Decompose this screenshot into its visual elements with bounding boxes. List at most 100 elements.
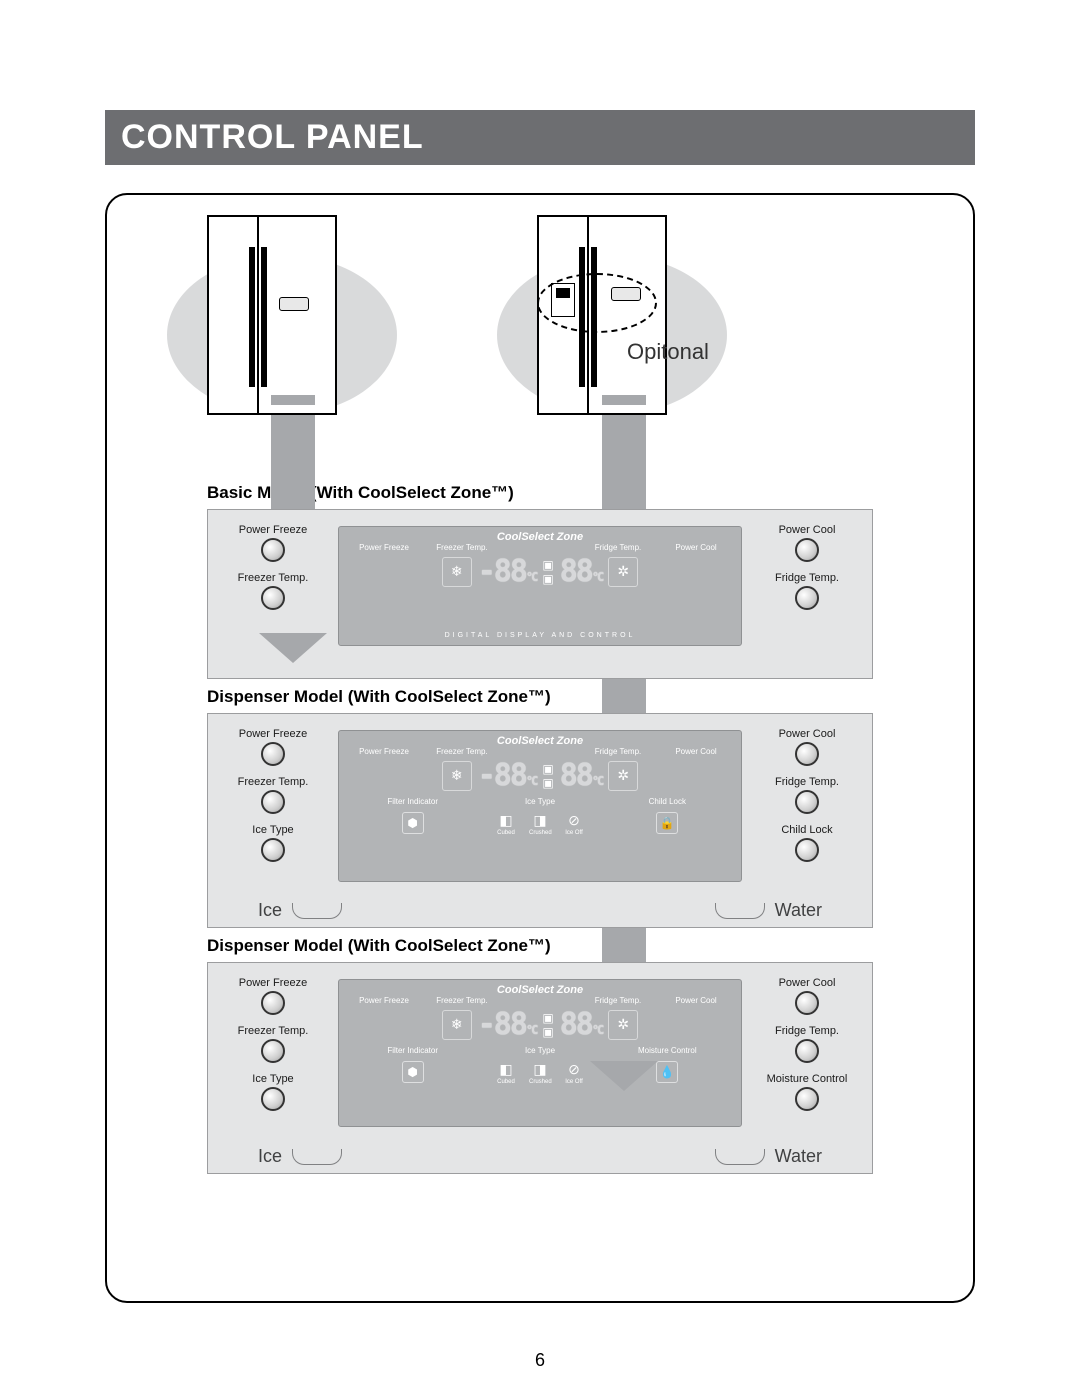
power-freeze-button[interactable] [261,991,285,1015]
section-title-basic: Basic Model (With CoolSelect Zone™) [207,483,973,503]
ice-off-icon: ⊘Ice Off [563,812,585,836]
arrow-dashes-icon [271,395,315,455]
lever-row: Ice Water [208,900,872,921]
child-lock-button[interactable] [795,838,819,862]
ice-cube-icon: ▣▣ [542,558,553,586]
display-label: Filter Indicator [349,1046,476,1055]
water-lever[interactable]: Water [715,1146,822,1167]
fan-icon: ✲ [608,761,638,791]
button-label: Ice Type [218,1073,328,1085]
fridge-temp-button[interactable] [795,790,819,814]
button-column-right: Power Cool Fridge Temp. Moisture Control [752,977,862,1121]
power-cool-button[interactable] [795,991,819,1015]
fridge-icon [207,215,337,415]
fridge-temp-button[interactable] [795,1039,819,1063]
lever-label: Ice [258,1146,282,1167]
arrow-tip-left [259,633,327,663]
button-column-left: Power Freeze Freezer Temp. Ice Type [218,728,328,872]
arrow-tip-right [590,1061,658,1091]
page-title-bar: CONTROL PANEL [105,110,975,165]
power-freeze-button[interactable] [261,538,285,562]
button-label: Power Cool [752,977,862,989]
moisture-control-button[interactable] [795,1087,819,1111]
display-label: Power Cool [657,747,735,756]
crushed-ice-icon: ◨Crushed [529,1061,551,1085]
display-dispenser1: CoolSelect Zone Power Freeze Freezer Tem… [338,730,742,882]
display-label: Fridge Temp. [579,747,657,756]
fridge-illustrations: Opitonal [107,215,973,475]
fridge-basic [207,215,337,415]
ice-type-button[interactable] [261,1087,285,1111]
button-label: Moisture Control [752,1073,862,1085]
lever-icon [715,903,765,919]
cubed-ice-icon: ◧Cubed [495,812,517,836]
page-number: 6 [0,1350,1080,1371]
freezer-temp-button[interactable] [261,1039,285,1063]
display-label: Power Freeze [345,747,423,756]
power-cool-button[interactable] [795,742,819,766]
page-container: CONTROL PANEL [0,0,1080,1397]
button-column-left: Power Freeze Freezer Temp. Ice Type [218,977,328,1121]
button-column-left: Power Freeze Freezer Temp. [218,524,328,620]
section-title-dispenser2: Dispenser Model (With CoolSelect Zone™) [207,936,973,956]
button-label: Fridge Temp. [752,1025,862,1037]
display-label: Child Lock [604,797,731,806]
ice-lever[interactable]: Ice [258,900,342,921]
button-label: Freezer Temp. [218,572,328,584]
display-label: Freezer Temp. [423,747,501,756]
power-freeze-button[interactable] [261,742,285,766]
highlight-circle-icon [537,273,657,333]
lever-icon [292,903,342,919]
button-label: Power Freeze [218,977,328,989]
fridge-icon [537,215,667,415]
button-label: Power Cool [752,524,862,536]
display-label: Ice Type [476,797,603,806]
lock-icon: 🔒 [656,812,678,834]
display-header: CoolSelect Zone [339,980,741,996]
lever-row: Ice Water [208,1146,872,1167]
lever-label: Water [775,900,822,921]
button-column-right: Power Cool Fridge Temp. [752,524,862,620]
ice-type-button[interactable] [261,838,285,862]
button-label: Power Freeze [218,728,328,740]
display-label: Freezer Temp. [423,996,501,1005]
freezer-temp-button[interactable] [261,586,285,610]
section-title-dispenser1: Dispenser Model (With CoolSelect Zone™) [207,687,973,707]
snowflake-icon: ❄ [442,1010,472,1040]
display-dispenser2: CoolSelect Zone Power Freeze Freezer Tem… [338,979,742,1127]
display-label: Power Cool [657,996,735,1005]
water-lever[interactable]: Water [715,900,822,921]
lever-label: Ice [258,900,282,921]
display-footer: DIGITAL DISPLAY AND CONTROL [339,632,741,639]
fridge-temp-button[interactable] [795,586,819,610]
arrow-dashes-icon [602,395,646,455]
ice-off-icon: ⊘Ice Off [563,1061,585,1085]
button-label: Child Lock [752,824,862,836]
fridge-temp-display: 88°C [560,1007,603,1042]
crushed-ice-icon: ◨Crushed [529,812,551,836]
display-label: Power Freeze [345,543,423,552]
fridge-temp-display: 88°C [560,554,603,589]
page-title: CONTROL PANEL [121,118,424,156]
power-cool-button[interactable] [795,538,819,562]
fan-icon: ✲ [608,557,638,587]
panel-location-icon [279,297,309,311]
moisture-icon: 💧 [656,1061,678,1083]
lever-icon [292,1149,342,1165]
panel-dispenser2: Power Freeze Freezer Temp. Ice Type Powe… [207,962,873,1174]
freezer-temp-button[interactable] [261,790,285,814]
filter-icon: ⬢ [402,812,424,834]
fridge-dispenser: Opitonal [537,215,667,415]
cubed-ice-icon: ◧Cubed [495,1061,517,1085]
ice-cube-icon: ▣▣ [542,762,553,790]
display-label: Moisture Control [604,1046,731,1055]
snowflake-icon: ❄ [442,557,472,587]
ice-cube-icon: ▣▣ [542,1011,553,1039]
freezer-temp-display: -88°C [478,758,537,793]
optional-label: Opitonal [627,339,709,365]
button-label: Fridge Temp. [752,776,862,788]
button-column-right: Power Cool Fridge Temp. Child Lock [752,728,862,872]
lever-label: Water [775,1146,822,1167]
display-label: Fridge Temp. [579,996,657,1005]
ice-lever[interactable]: Ice [258,1146,342,1167]
